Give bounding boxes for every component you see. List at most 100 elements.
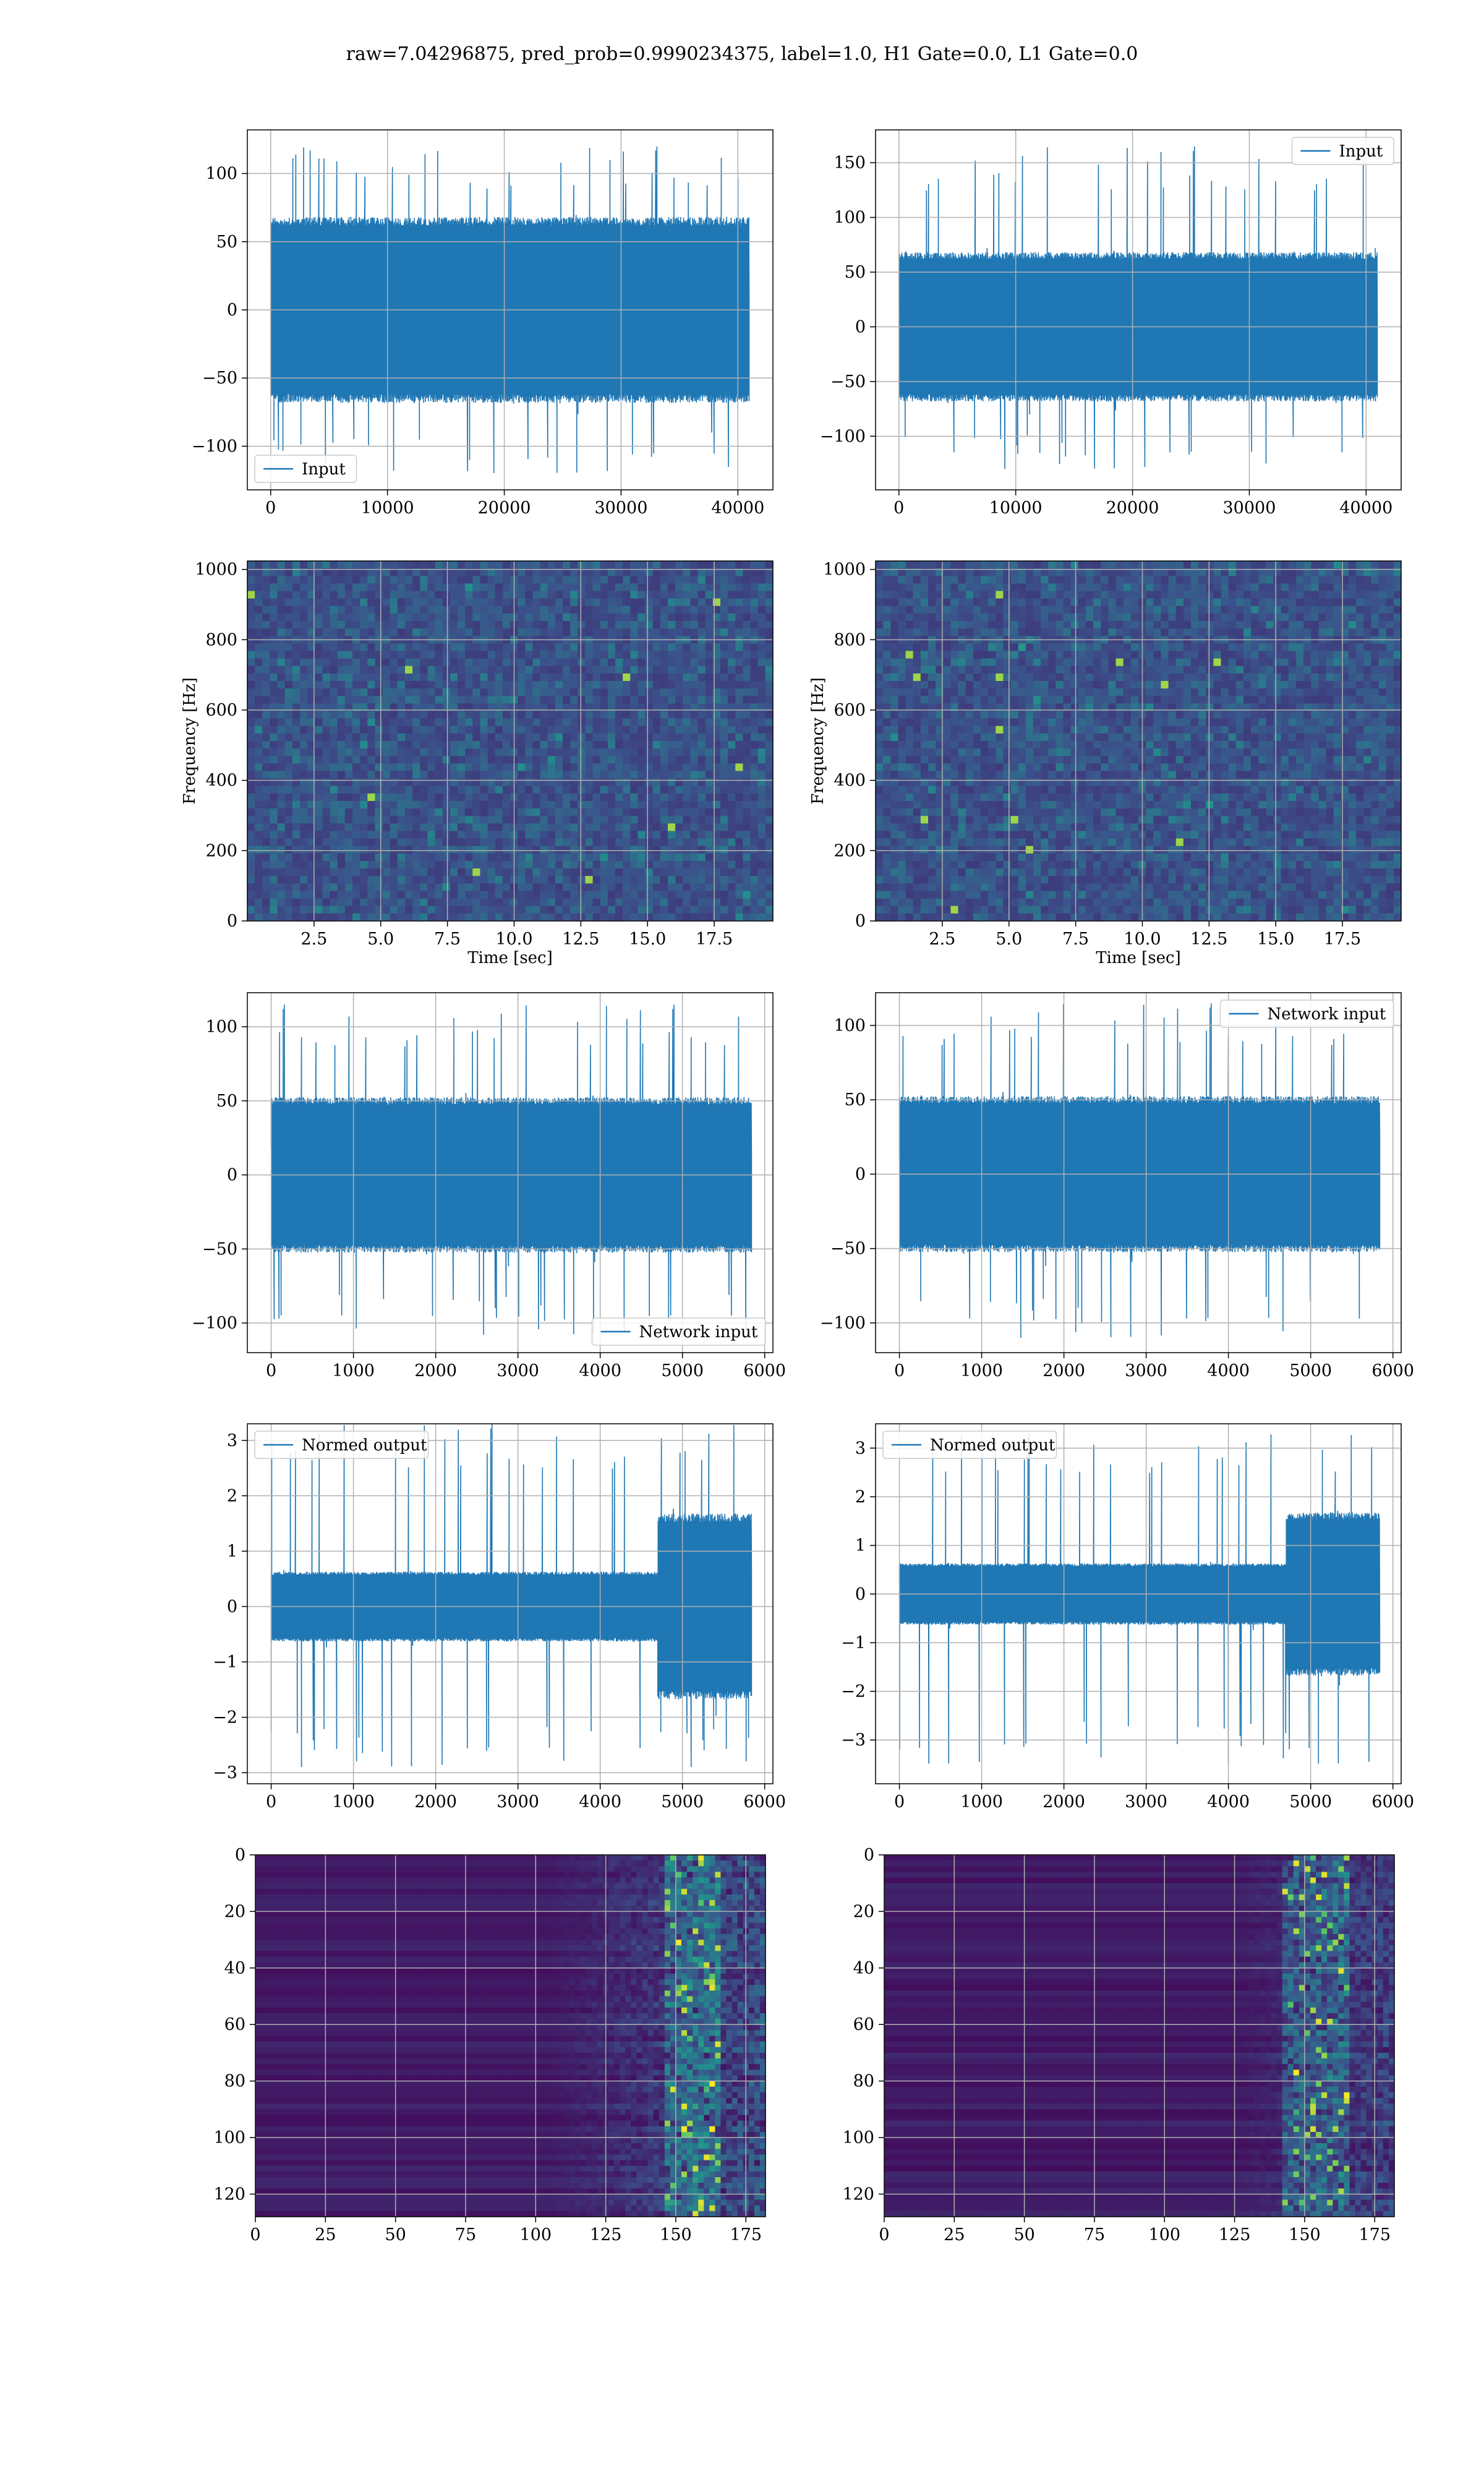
spectrogram-cell <box>1213 643 1222 651</box>
spectrogram-cell <box>607 651 616 659</box>
spectrogram-cell <box>322 876 331 884</box>
spectrogram-cell <box>697 823 706 831</box>
spectrogram-cell <box>352 785 360 794</box>
spectrogram-cell <box>690 711 699 719</box>
spectrogram-cell <box>262 816 270 824</box>
spectrogram-cell <box>638 748 646 756</box>
spectrogram-cell <box>1386 591 1394 599</box>
spectrogram-cell <box>570 576 578 584</box>
spectrogram-cell <box>743 763 751 771</box>
spectrogram-cell <box>502 756 511 764</box>
spectrogram-cell <box>690 816 699 824</box>
spectrogram-cell <box>1041 718 1049 727</box>
spectrogram-cell <box>1086 613 1094 622</box>
spectrogram-cell <box>344 771 353 779</box>
spectrogram-cell <box>1341 658 1349 667</box>
spectrogram-cell <box>247 658 255 667</box>
spectrogram-cell <box>615 576 623 584</box>
spectrogram-cell <box>578 696 586 704</box>
spectrogram-cell <box>465 628 473 636</box>
spectrogram-cell <box>367 628 375 636</box>
spectrogram-cell <box>284 748 293 756</box>
spectrogram-cell <box>1243 568 1252 576</box>
spectrogram-cell <box>330 883 338 891</box>
spectrogram-cell <box>1318 613 1327 622</box>
spectrogram-cell <box>1161 658 1169 667</box>
spectrogram-cell <box>1213 628 1222 636</box>
spectrogram-cell <box>981 688 989 696</box>
spectrogram-cell <box>270 891 278 899</box>
spectrogram-cell <box>292 898 301 907</box>
spectrogram-cell <box>1041 643 1049 651</box>
spectrogram-cell <box>757 861 766 869</box>
spectrogram-cell <box>712 845 721 854</box>
spectrogram-cell <box>352 726 360 734</box>
spectrogram-cell <box>720 643 728 651</box>
spectrogram-cell <box>728 763 736 771</box>
x-tick-label: 20000 <box>478 499 531 518</box>
spectrogram-cell <box>270 621 278 629</box>
spectrogram-cell <box>247 726 255 734</box>
spectrogram-cell <box>883 621 891 629</box>
spectrogram-cell <box>988 561 996 569</box>
spectrogram-cell <box>495 733 503 742</box>
spectrogram-cell <box>532 613 541 622</box>
spectrogram-cell <box>890 688 898 696</box>
spectrogram-cell <box>532 561 541 569</box>
spectrogram-cell <box>300 898 308 907</box>
spectrogram-cell <box>920 666 929 674</box>
spectrogram-cell <box>1213 561 1222 569</box>
spectrogram-cell <box>600 613 608 622</box>
spectrogram-cell <box>1101 628 1109 636</box>
spectrogram-cell <box>292 763 301 771</box>
spectrogram-cell <box>563 568 571 576</box>
spectrogram-cell <box>555 756 563 764</box>
spectrogram-cell <box>360 748 368 756</box>
spectrogram-cell <box>630 621 638 629</box>
spectrogram-cell <box>1078 576 1086 584</box>
spectrogram-cell <box>472 816 480 824</box>
spectrogram-cell <box>300 831 308 839</box>
spectrogram-cell <box>330 816 338 824</box>
spectrogram-cell <box>615 568 623 576</box>
spectrogram-cell <box>390 711 398 719</box>
spectrogram-cell <box>292 711 301 719</box>
spectrogram-cell <box>623 726 631 734</box>
spectrogram-cell <box>247 561 255 569</box>
spectrogram-cell <box>765 741 773 749</box>
spectrogram-cell <box>1093 688 1101 696</box>
spectrogram-cell <box>750 681 759 689</box>
spectrogram-cell <box>532 831 541 839</box>
spectrogram-cell <box>1363 576 1371 584</box>
spectrogram-cell <box>950 688 959 696</box>
spectrogram-cell <box>382 696 391 704</box>
spectrogram-cell <box>450 621 458 629</box>
spectrogram-cell <box>1378 711 1387 719</box>
spectrogram-cell <box>638 643 646 651</box>
spectrogram-cell <box>585 771 594 779</box>
spectrogram-cell <box>1175 568 1184 576</box>
spectrogram-cell <box>570 845 578 854</box>
spectrogram-cell <box>750 793 759 802</box>
spectrogram-cell <box>728 598 736 607</box>
spectrogram-cell <box>750 666 759 674</box>
spectrogram-cell <box>255 591 263 599</box>
spectrogram-cell <box>367 845 375 854</box>
spectrogram-cell <box>630 673 638 682</box>
spectrogram-cell <box>1273 658 1282 667</box>
chart-spectrogram-h1: 2.5 5.0 7.5 10.0 12.5 15.0 17.5 0 200 400 600 800 10… <box>181 555 791 970</box>
spectrogram-cell <box>585 845 594 854</box>
spectrogram-cell <box>683 778 691 787</box>
spectrogram-cell <box>405 666 413 674</box>
spectrogram-cell <box>563 845 571 854</box>
spectrogram-cell <box>360 606 368 614</box>
spectrogram-cell <box>495 891 503 899</box>
spectrogram-cell <box>623 868 631 876</box>
spectrogram-cell <box>352 838 360 847</box>
spectrogram-cell <box>270 756 278 764</box>
spectrogram-cell <box>1349 561 1357 569</box>
spectrogram-cell <box>1356 613 1364 622</box>
spectrogram-cell <box>375 801 383 809</box>
spectrogram-cell <box>1251 681 1259 689</box>
spectrogram-cell <box>247 853 255 862</box>
